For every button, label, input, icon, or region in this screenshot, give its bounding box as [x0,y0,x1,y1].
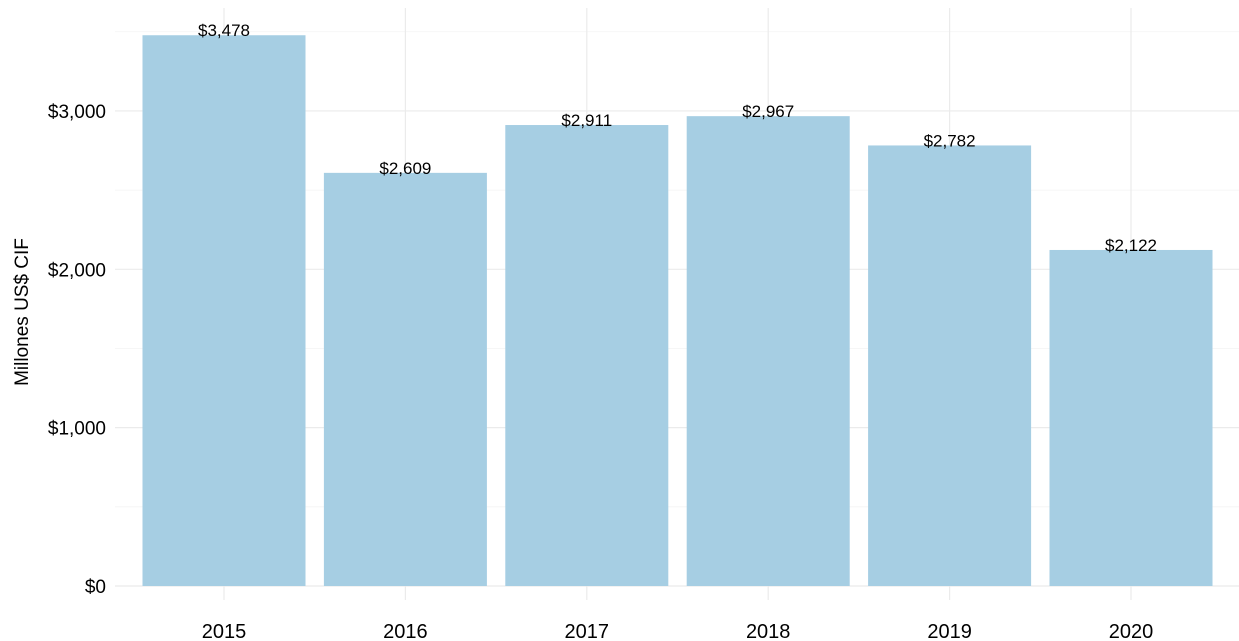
y-tick-label: $0 [85,577,106,598]
y-tick-label: $2,000 [48,260,106,281]
x-tick-label: 2019 [927,621,972,641]
y-tick-label: $3,000 [48,102,106,123]
bar [1049,249,1213,587]
x-tick-label: 2015 [202,621,247,641]
x-tick-label: 2018 [746,621,791,641]
x-tick-label: 2017 [565,621,610,641]
bar [686,116,850,586]
value-label: $2,967 [742,102,794,121]
bar [868,145,1032,586]
value-label: $2,911 [561,111,612,130]
value-label: $2,782 [924,131,976,150]
x-tick-label: 2016 [383,621,428,641]
y-tick-label: $1,000 [48,419,106,440]
value-label: $2,609 [379,159,431,178]
value-label: $3,478 [198,21,250,40]
y-axis-title: Millones US$ CIF [12,238,33,386]
bar [323,172,487,587]
x-tick-label: 2020 [1109,621,1154,641]
bar [142,35,306,587]
value-label: $2,122 [1105,236,1157,255]
bar [505,125,669,586]
